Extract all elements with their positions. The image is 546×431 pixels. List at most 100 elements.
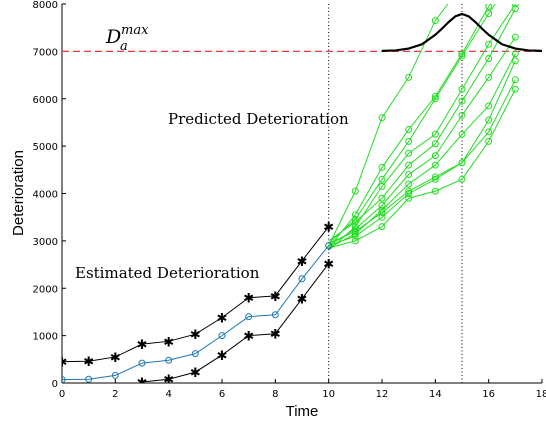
predicted-point [431,130,439,138]
predicted-point [378,208,386,216]
estimated-lower-point: ✱ [190,366,201,381]
y-tick-label: 6000 [33,95,58,106]
y-axis-label: Deterioration [10,150,27,236]
estimated-upper-point: ✱ [217,312,228,327]
y-tick-label: 8000 [33,0,58,11]
y-tick-label: 5000 [33,142,58,153]
x-tick-label: 14 [429,389,442,400]
distribution-curve [381,12,542,53]
predicted-series-line [328,4,492,249]
predicted-point [511,5,519,13]
predicted-point [431,187,439,195]
estimated-lower-point: ✱ [163,373,174,388]
y-tick-label: 7000 [33,47,58,58]
x-tick-label: 0 [59,389,65,400]
predicted-point [405,190,413,197]
estimated-lines: ✱ ✱ ✱ ✱ ✱ ✱ ✱ ✱ ✱ ✱ ✱ ✱ ✱ ✱ ✱ ✱ ✱ ✱ ✱ [57,221,334,388]
predicted-point [485,54,493,62]
predicted-point [458,175,466,183]
predicted-series-line [328,4,496,244]
predicted-point [378,163,386,171]
predicted-point [405,73,413,81]
estimated-upper-point: ✱ [270,290,281,305]
predicted-point [405,161,413,169]
x-tick-label: 8 [272,389,278,400]
estimated-upper-point: ✱ [83,355,94,370]
estimated-upper-point: ✱ [323,221,334,236]
x-tick-label: 4 [165,389,171,400]
predicted-point [431,95,439,103]
y-tick-label: 1000 [33,332,58,343]
y-tick-label: 4000 [33,190,58,201]
predicted-point [485,73,493,81]
estimated-mean-point [245,313,253,321]
estimated-mean-point [325,242,333,250]
predicted-series-line [328,79,516,247]
predicted-point [511,50,519,58]
predicted-point [351,218,359,226]
predicted-point [485,9,493,17]
predicted-point [378,175,386,183]
x-tick-label: 10 [322,389,335,400]
estimated-upper-point: ✱ [243,292,254,307]
estimated-lower-point: ✱ [297,293,308,308]
predicted-point [485,40,493,48]
predicted-point [351,227,359,235]
predicted-point [485,116,493,124]
estimated-annotation: Estimated Deterioration [75,264,260,282]
estimated-lower-point: ✱ [217,349,228,364]
estimated-mean-point [138,359,146,367]
estimated-upper-point: ✱ [110,351,121,366]
predicted-point [378,114,386,122]
estimated-upper-point: ✱ [57,356,68,371]
predicted-point [431,175,439,183]
predicted-point [405,149,413,157]
estimated-lower-point: ✱ [323,258,334,273]
predicted-point [485,128,493,136]
reference-lines [62,4,542,383]
predicted-point [405,180,413,188]
predicted-point [378,213,386,221]
predicted-point [405,194,413,202]
estimated-mean-point [62,376,66,383]
y-tick-label: 3000 [33,237,58,248]
plot-frame [61,4,542,384]
dmax-label: D a max [105,23,149,54]
x-tick-label: 6 [219,389,225,400]
dmax-base: D [105,26,121,48]
x-tick-label: 12 [376,389,389,400]
predicted-point [511,4,519,8]
estimated-upper-point: ✱ [190,328,201,343]
predicted-series-line [328,8,516,242]
y-tick-label: 2000 [33,284,58,295]
estimated-lower-point: ✱ [243,330,254,345]
x-axis-label: Time [286,403,319,420]
predicted-point [351,237,359,245]
estimated-mean-point [271,311,279,319]
predicted-point [431,161,439,169]
dmax-superscript: max [121,23,149,38]
predicted-point [405,137,413,145]
dmax-subscript: a [120,39,128,54]
y-ticks: 0 1000 2000 3000 4000 5000 6000 7000 8000 [33,0,66,390]
estimated-mean-line [62,245,330,381]
estimated-upper-point: ✱ [163,335,174,350]
distribution-curve-group [381,12,542,53]
predicted-point [378,182,386,190]
plot-area: ✱ ✱ ✱ ✱ ✱ ✱ ✱ ✱ ✱ ✱ ✱ ✱ ✱ ✱ ✱ ✱ ✱ ✱ ✱ [57,4,542,388]
predicted-point [378,223,386,231]
predicted-series-line [328,4,449,246]
predicted-point [431,152,439,160]
estimated-mean-point [298,275,306,283]
estimated-mean-point [85,375,93,383]
predicted-point [458,52,466,60]
predicted-point [458,97,466,105]
predicted-point [458,111,466,119]
predicted-point [458,159,466,167]
predicted-series-line [328,36,516,247]
estimated-mean-point [218,332,226,340]
estimated-lower-line [141,263,330,383]
predicted-point [378,201,386,209]
predicted-point [485,102,493,110]
predicted-point [485,137,493,145]
